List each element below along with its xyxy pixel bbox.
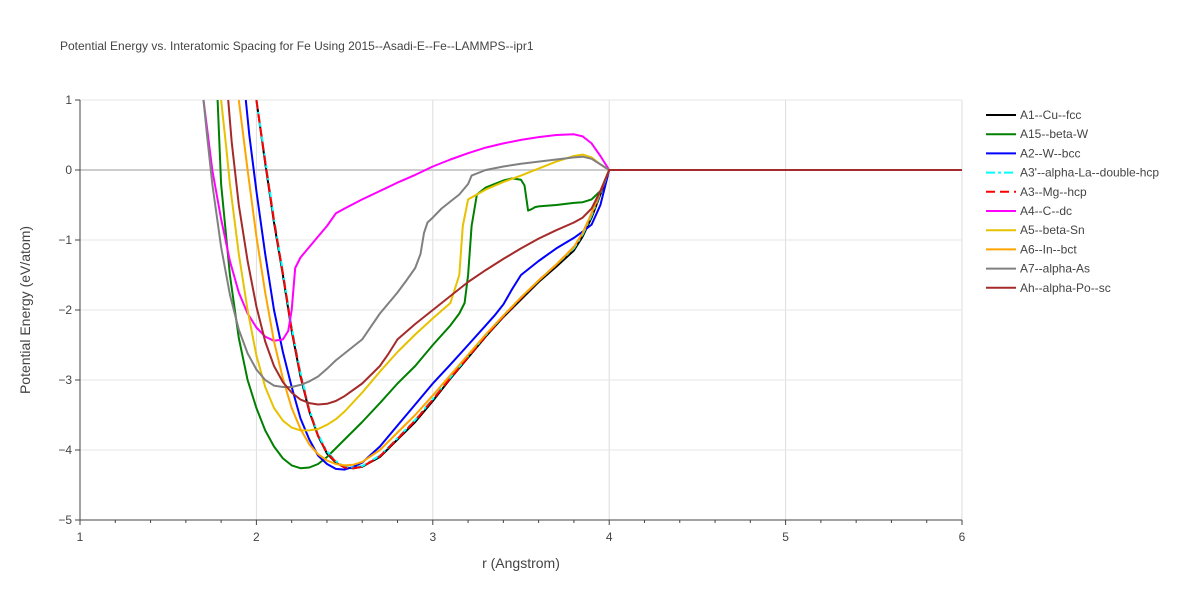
series-line-5 bbox=[202, 99, 962, 342]
legend-item[interactable]: A3'--alpha-La--double-hcp bbox=[986, 166, 1159, 180]
y-tick-label: −2 bbox=[58, 303, 72, 317]
x-tick-label: 4 bbox=[606, 530, 613, 544]
legend-item[interactable]: A1--Cu--fcc bbox=[986, 108, 1081, 122]
y-tick-label: −5 bbox=[58, 513, 72, 527]
legend-item[interactable]: A3--Mg--hcp bbox=[986, 185, 1087, 199]
legend-label: A3--Mg--hcp bbox=[1020, 185, 1087, 199]
x-tick-label: 6 bbox=[959, 530, 966, 544]
y-axis-title: Potential Energy (eV/atom) bbox=[17, 226, 33, 394]
series-group bbox=[202, 99, 962, 471]
legend-label: A2--W--bcc bbox=[1020, 146, 1080, 160]
legend-label: A4--C--dc bbox=[1020, 204, 1072, 218]
legend-item[interactable]: A7--alpha-As bbox=[986, 262, 1090, 276]
legend-item[interactable]: A4--C--dc bbox=[986, 204, 1072, 218]
chart-title: Potential Energy vs. Interatomic Spacing… bbox=[60, 39, 534, 53]
series-line-8 bbox=[202, 99, 962, 388]
legend-label: Ah--alpha-Po--sc bbox=[1020, 281, 1111, 295]
y-tick-label: 0 bbox=[65, 163, 72, 177]
x-tick-label: 2 bbox=[253, 530, 260, 544]
legend-item[interactable]: A6--In--bct bbox=[986, 242, 1077, 256]
x-tick-label: 3 bbox=[429, 530, 436, 544]
series-line-1 bbox=[216, 99, 962, 470]
legend-label: A7--alpha-As bbox=[1020, 262, 1090, 276]
x-tick-label: 1 bbox=[77, 530, 84, 544]
legend-item[interactable]: A5--beta-Sn bbox=[986, 223, 1085, 237]
y-tick-label: 1 bbox=[65, 93, 72, 107]
y-tick-label: −4 bbox=[58, 443, 72, 457]
legend-label: A1--Cu--fcc bbox=[1020, 108, 1081, 122]
x-axis-title: r (Angstrom) bbox=[482, 555, 560, 571]
series-line-7 bbox=[237, 99, 962, 467]
legend-item[interactable]: Ah--alpha-Po--sc bbox=[986, 281, 1111, 295]
y-tick-label: −1 bbox=[58, 233, 72, 247]
legend-item[interactable]: A15--beta-W bbox=[986, 127, 1089, 141]
legend-label: A6--In--bct bbox=[1020, 242, 1077, 256]
y-tick-label: −3 bbox=[58, 373, 72, 387]
series-line-9 bbox=[227, 99, 962, 406]
legend-item[interactable]: A2--W--bcc bbox=[986, 146, 1080, 160]
series-line-2 bbox=[244, 99, 962, 471]
legend[interactable]: A1--Cu--fcc A15--beta-W A2--W--bcc A3'--alp… bbox=[986, 108, 1159, 295]
legend-label: A3'--alpha-La--double-hcp bbox=[1020, 166, 1159, 180]
x-tick-label: 5 bbox=[782, 530, 789, 544]
axes: 1 2 3 4 5 6 1 0 −1 −2 −3 −4 −5 bbox=[58, 93, 965, 544]
legend-label: A5--beta-Sn bbox=[1020, 223, 1085, 237]
legend-label: A15--beta-W bbox=[1020, 127, 1089, 141]
series-line-6 bbox=[220, 99, 962, 432]
